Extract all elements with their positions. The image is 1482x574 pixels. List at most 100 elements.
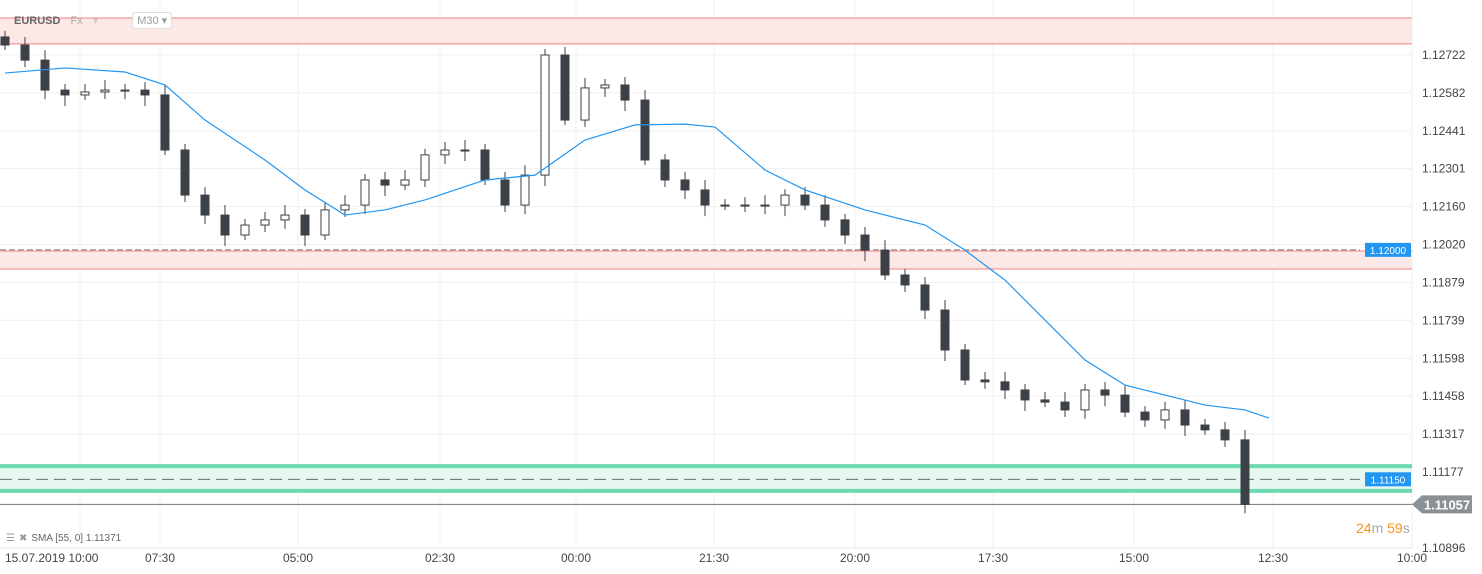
candle <box>620 76 630 112</box>
candle <box>980 371 990 389</box>
candle <box>200 187 210 225</box>
candle-body <box>640 99 650 161</box>
candle-body <box>480 149 490 181</box>
candle-body <box>920 284 930 311</box>
candle-body <box>1200 424 1210 431</box>
close-icon[interactable]: ✖ <box>18 533 28 544</box>
chevron-down-icon[interactable]: ▾ <box>92 15 99 27</box>
timer-s: s <box>1402 520 1410 536</box>
candle <box>740 197 750 213</box>
candle <box>1060 392 1070 417</box>
y-tick-label: 1.10896 <box>1422 541 1466 555</box>
timeframe-select[interactable]: M30 ▾ <box>132 12 173 29</box>
candle <box>1140 406 1150 427</box>
candle-body <box>1040 399 1050 403</box>
candle <box>1080 383 1090 419</box>
candle <box>520 165 530 215</box>
candle <box>560 47 570 126</box>
candle-body <box>720 204 730 207</box>
candle <box>240 219 250 241</box>
timer-seconds: 59 <box>1387 520 1403 536</box>
candle <box>1020 383 1030 411</box>
candle-body <box>780 194 790 206</box>
candle <box>580 77 590 128</box>
candle-body <box>660 159 670 181</box>
resistance-zone <box>0 18 1412 44</box>
candle-body <box>0 36 10 46</box>
symbol-label[interactable]: EURUSD <box>14 14 61 27</box>
candle <box>800 187 810 211</box>
candle <box>760 195 770 215</box>
candle <box>920 276 930 320</box>
candle-body <box>1140 411 1150 421</box>
candle-body <box>1020 389 1030 401</box>
candle <box>60 84 70 106</box>
candle <box>300 209 310 247</box>
candle-body <box>1000 381 1010 391</box>
candle-body <box>880 249 890 276</box>
candle <box>720 199 730 211</box>
y-tick-label: 1.11879 <box>1422 276 1465 290</box>
candle-body <box>420 154 430 181</box>
candle-body <box>1120 394 1130 413</box>
candle <box>320 201 330 241</box>
candle-body <box>960 349 970 381</box>
y-tick-label: 1.11598 <box>1422 351 1465 365</box>
current-price-tag <box>1412 495 1472 514</box>
settings-icon[interactable]: ☰ <box>6 533 15 544</box>
candle <box>140 82 150 106</box>
candle-body <box>320 209 330 236</box>
candle-body <box>620 84 630 101</box>
candle <box>1240 429 1250 514</box>
x-tick-label: 20:00 <box>840 551 870 565</box>
y-tick-label: 1.11317 <box>1422 427 1465 441</box>
candle <box>220 205 230 247</box>
y-tick-label: 1.11739 <box>1422 313 1465 327</box>
candle-body <box>300 214 310 236</box>
timer-m: m <box>1371 520 1384 536</box>
candle-body <box>400 179 410 186</box>
candle <box>360 173 370 215</box>
candle <box>820 195 830 227</box>
current-price-label: 1.11057 <box>1424 497 1470 512</box>
candle <box>120 84 130 100</box>
x-tick-label: 00:00 <box>561 551 591 565</box>
candle <box>480 144 490 185</box>
x-tick-label: 07:30 <box>145 551 175 565</box>
candle-body <box>520 174 530 206</box>
candle <box>20 37 30 68</box>
x-tick-label: 15.07.2019 10:00 <box>5 551 99 565</box>
candle-body <box>980 379 990 383</box>
candle <box>780 189 790 217</box>
chart-header: EURUSD Fx ▾ M30 ▾ <box>14 12 173 29</box>
candle-body <box>760 204 770 207</box>
candle-body <box>600 84 610 89</box>
candle-timer: 24m 59s <box>1356 520 1410 536</box>
candle-body <box>1080 389 1090 411</box>
x-tick-label: 21:30 <box>699 551 729 565</box>
candle-body <box>140 89 150 96</box>
candle <box>280 205 290 229</box>
candle-body <box>220 214 230 236</box>
y-tick-label: 1.11458 <box>1422 389 1465 403</box>
candle-body <box>1100 389 1110 396</box>
candle <box>1000 371 1010 399</box>
candle-body <box>200 194 210 216</box>
candle <box>700 179 710 217</box>
candle <box>1180 399 1190 437</box>
x-tick-label: 12:30 <box>1258 551 1288 565</box>
candle-body <box>40 59 50 91</box>
candle-body <box>940 309 950 351</box>
candle <box>1220 421 1230 447</box>
resistance-zone <box>0 250 1412 270</box>
candle-body <box>60 89 70 96</box>
candle <box>860 227 870 262</box>
candle <box>680 171 690 199</box>
candle <box>1200 419 1210 435</box>
candle <box>1100 381 1110 407</box>
candle <box>660 153 670 187</box>
candle <box>0 30 10 51</box>
candle-body <box>580 87 590 121</box>
candle-body <box>740 204 750 207</box>
